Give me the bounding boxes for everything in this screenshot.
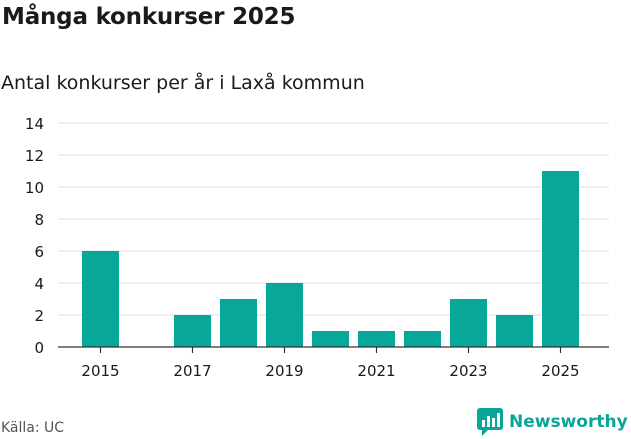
y-tick-label: 4 xyxy=(34,275,44,293)
y-tick-label: 12 xyxy=(25,147,44,165)
x-tick-label: 2019 xyxy=(265,362,303,380)
x-tick-label: 2023 xyxy=(449,362,487,380)
bar-2015 xyxy=(82,251,119,347)
bars xyxy=(82,171,579,347)
bar-chart: 0 2 4 6 8 10 12 14 2015 2017 2019 2021 2023 2025 xyxy=(25,115,609,380)
brand-name: Newsworthy xyxy=(509,412,628,432)
bar-2023 xyxy=(450,299,487,347)
y-tick-label: 2 xyxy=(34,307,44,325)
bar-2025 xyxy=(542,171,579,347)
y-axis-ticks: 0 2 4 6 8 10 12 14 xyxy=(25,115,44,357)
bar-2018 xyxy=(220,299,257,347)
newsworthy-brand: Newsworthy xyxy=(477,408,628,436)
bar-2017 xyxy=(174,315,211,347)
y-tick-label: 14 xyxy=(25,115,44,133)
y-tick-label: 10 xyxy=(25,179,44,197)
bar-2021 xyxy=(358,331,395,347)
chart-subtitle: Antal konkurser per år i Laxå kommun xyxy=(1,72,365,94)
y-tick-label: 6 xyxy=(34,243,44,261)
bar-2020 xyxy=(312,331,349,347)
x-tick-label: 2025 xyxy=(541,362,579,380)
y-gridlines xyxy=(58,122,609,316)
x-tick-label: 2021 xyxy=(357,362,395,380)
y-tick-label: 8 xyxy=(34,211,44,229)
y-tick-label: 0 xyxy=(34,339,44,357)
x-tick-label: 2017 xyxy=(173,362,211,380)
bar-2024 xyxy=(496,315,533,347)
bar-2019 xyxy=(266,283,303,347)
newsworthy-logo-icon xyxy=(477,408,503,436)
chart-title: Många konkurser 2025 xyxy=(2,4,296,30)
source-note: Källa: UC xyxy=(1,420,65,436)
x-axis-ticks: 2015 2017 2019 2021 2023 2025 xyxy=(81,347,580,380)
bar-2022 xyxy=(404,331,441,347)
x-tick-label: 2015 xyxy=(81,362,119,380)
